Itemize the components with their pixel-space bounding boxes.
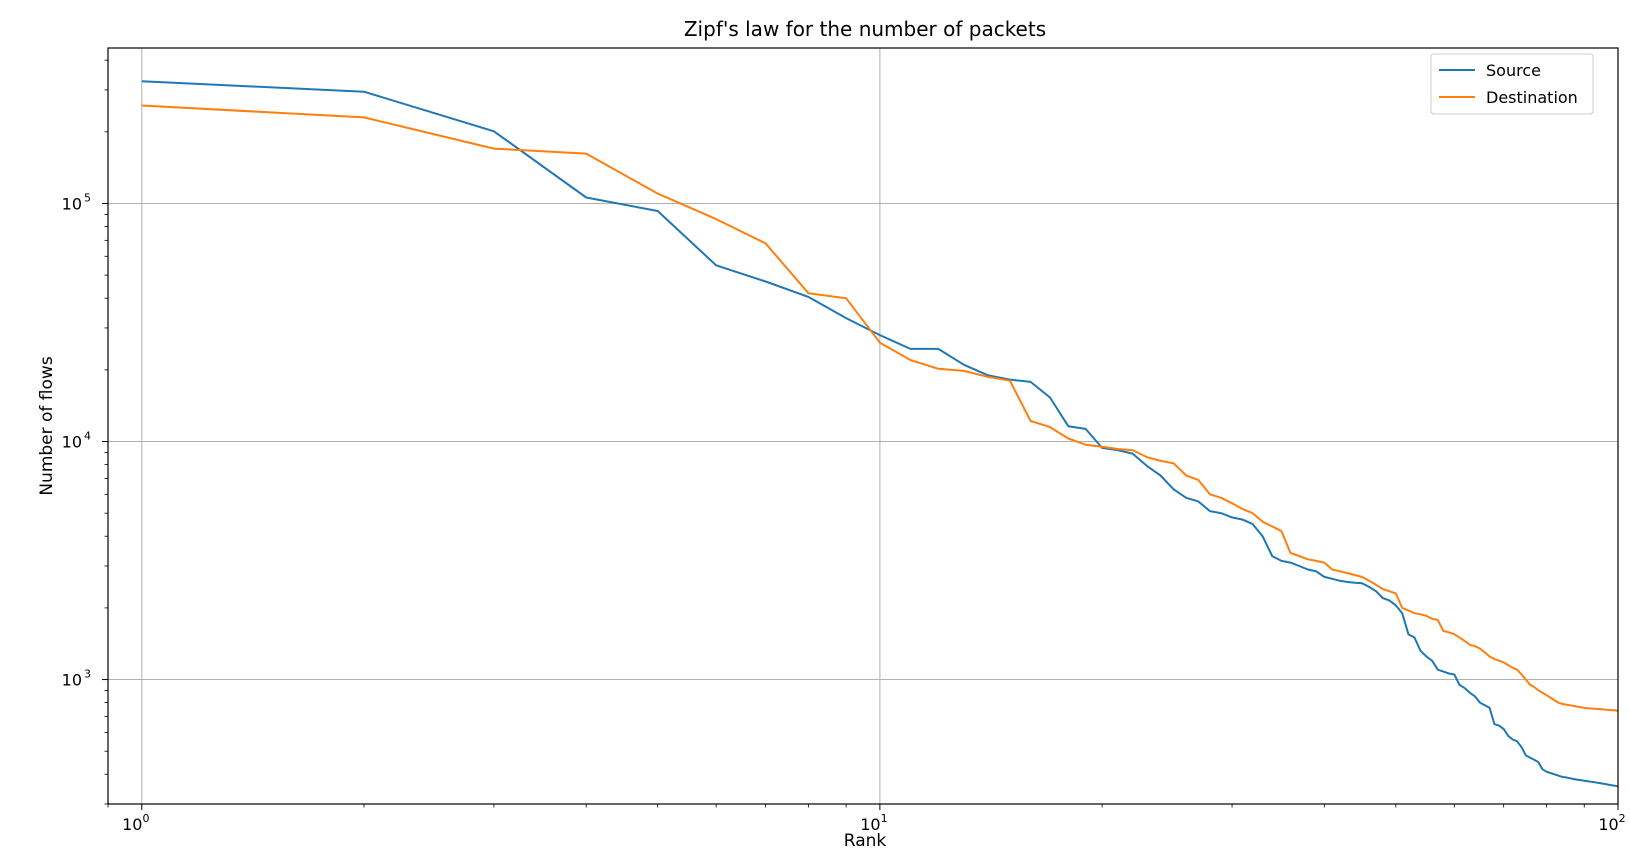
- x-tick-label: 101: [860, 812, 887, 834]
- x-tick-label-base: 10: [122, 815, 142, 834]
- y-tick-label: 10: [62, 433, 82, 452]
- y-tick-label-base: 10: [62, 433, 82, 452]
- y-tick-label: 10: [62, 194, 82, 213]
- y-axis-label: Number of flows: [37, 356, 57, 495]
- x-tick-label: 102: [1598, 812, 1625, 834]
- series-lines: [141, 80, 1619, 788]
- x-axis-label: Rank: [844, 831, 887, 851]
- x-tick-label-base: 10: [1598, 815, 1618, 834]
- y-tick-label-exponent: 5: [84, 191, 91, 204]
- x-tick-label-base: 10: [860, 815, 880, 834]
- chart-title: Zipf's law for the number of packets: [684, 17, 1046, 41]
- x-tick-label-exponent: 0: [142, 812, 149, 825]
- legend-entry-label: Source: [1486, 61, 1541, 80]
- y-tick-label-base: 10: [62, 194, 82, 213]
- y-tick-label-exponent: 3: [84, 668, 91, 681]
- y-tick-label-exponent: 4: [84, 430, 91, 443]
- series-line-source: [141, 80, 1619, 788]
- x-tick-label-exponent: 1: [881, 812, 888, 825]
- y-tick-label: 10: [62, 671, 82, 690]
- x-tick-label: 100: [122, 812, 149, 834]
- series-line-destination: [141, 104, 1619, 712]
- y-tick-label-base: 10: [62, 671, 82, 690]
- plot-frame: [107, 47, 1619, 805]
- legend: Source Destination: [1430, 53, 1594, 115]
- x-tick-label-exponent: 2: [1619, 812, 1626, 825]
- legend-entry-label: Destination: [1486, 88, 1578, 107]
